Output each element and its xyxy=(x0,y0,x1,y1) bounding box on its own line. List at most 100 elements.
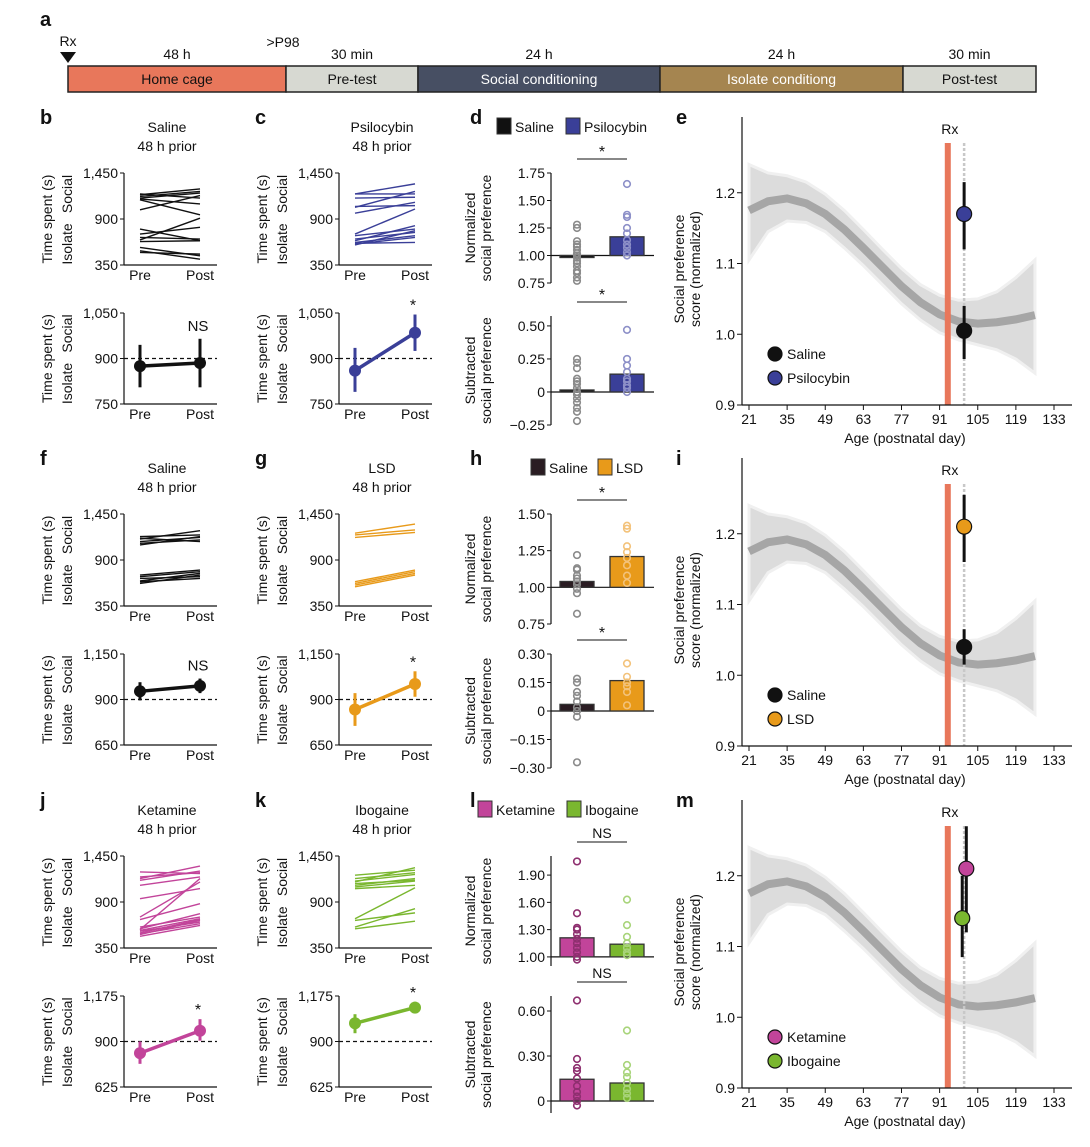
mean-line xyxy=(354,682,416,712)
y-tick-label: 900 xyxy=(95,692,119,708)
y-tick-label: 1,150 xyxy=(83,646,118,662)
mean-line xyxy=(139,1029,201,1055)
y-axis-label: score (normalized) xyxy=(687,894,703,1010)
x-tick-label: 49 xyxy=(817,411,833,427)
x-tick-label-post: Post xyxy=(186,747,214,763)
x-tick-label: 63 xyxy=(856,411,872,427)
data-point xyxy=(572,1066,582,1076)
series-point-0 xyxy=(956,322,973,339)
y-tick-label: 1,175 xyxy=(298,988,333,1004)
x-tick-label: 133 xyxy=(1042,752,1066,768)
subject-line-4 xyxy=(354,204,416,208)
data-point xyxy=(572,678,582,687)
trend-line xyxy=(747,877,1036,1011)
x-tick-label: 35 xyxy=(779,411,795,427)
subject-line-6 xyxy=(139,199,201,216)
y-tick-label: 1,050 xyxy=(298,305,333,321)
y-axis-label: Time spent (s) xyxy=(39,175,55,264)
data-point xyxy=(622,377,632,386)
y-axis-label: Social preference xyxy=(671,897,687,1006)
y-tick-label: 0.9 xyxy=(716,1080,736,1096)
panel-label-g: g xyxy=(255,448,267,470)
timeline-segment-label: Social conditioning xyxy=(481,71,598,87)
subject-line-1 xyxy=(354,872,416,880)
legend-swatch-0 xyxy=(477,800,493,818)
subject-line-6 xyxy=(354,574,416,588)
data-point xyxy=(622,682,632,691)
subject-line-2 xyxy=(354,531,416,539)
data-point xyxy=(622,243,632,252)
data-point xyxy=(572,276,582,285)
data-point xyxy=(622,920,632,930)
y-tick-label: 625 xyxy=(95,1079,119,1095)
y-axis-label: Time spent (s) xyxy=(254,997,270,1086)
subject-line-3 xyxy=(354,569,416,583)
subject-line-3 xyxy=(139,192,201,199)
y-axis-social-label: Social xyxy=(274,858,290,896)
y-tick-label: 1.0 xyxy=(716,1009,736,1025)
significance-annotation: * xyxy=(195,1002,201,1019)
subject-line-8 xyxy=(139,916,201,928)
data-point xyxy=(572,948,582,957)
subject-line-9 xyxy=(139,236,201,240)
y-tick-label: 1,450 xyxy=(298,165,333,181)
subject-line-6 xyxy=(139,569,201,576)
data-point xyxy=(572,939,582,948)
rx-label: Rx xyxy=(941,804,958,820)
x-axis-label: Age (postnatal day) xyxy=(844,1113,965,1129)
y-axis-isolate-label: Isolate xyxy=(274,223,290,264)
y-axis-label: social preference xyxy=(478,515,494,622)
data-point xyxy=(622,1060,632,1070)
y-axis-label: Normalized xyxy=(462,534,478,605)
x-tick-label-pre: Pre xyxy=(129,747,151,763)
significance-annotation: * xyxy=(599,485,605,502)
x-tick-label: 21 xyxy=(741,1094,757,1110)
rx-marker-line xyxy=(944,143,951,405)
y-axis-social-label: Social xyxy=(59,314,75,352)
panel-title: Saline xyxy=(148,119,187,135)
timeline-segment-label: Post-test xyxy=(942,71,997,87)
y-axis-label: social preference xyxy=(478,317,494,424)
y-axis-social-label: Social xyxy=(59,997,75,1035)
y-tick-label: −0.30 xyxy=(510,760,546,776)
subject-line-5 xyxy=(354,572,416,586)
y-tick-label: −0.15 xyxy=(510,732,546,748)
data-point xyxy=(622,932,632,942)
significance-annotation: * xyxy=(410,298,416,315)
subject-line-7 xyxy=(139,571,201,578)
mean-point xyxy=(349,1017,361,1030)
data-point xyxy=(622,542,632,551)
panel-title: Saline xyxy=(148,460,187,476)
x-tick-label: 105 xyxy=(966,752,990,768)
subject-line-5 xyxy=(354,201,416,214)
mean-point xyxy=(409,1001,421,1014)
data-point xyxy=(622,210,632,219)
y-tick-label: 900 xyxy=(95,351,119,367)
data-point xyxy=(622,895,632,904)
y-axis-label: Time spent (s) xyxy=(39,655,55,744)
x-tick-label-pre: Pre xyxy=(344,406,366,422)
y-tick-label: 625 xyxy=(310,1079,334,1095)
subject-line-11 xyxy=(139,240,201,243)
significance-annotation: * xyxy=(410,654,416,671)
y-axis-isolate-label: Isolate xyxy=(59,363,75,404)
x-tick-label: 49 xyxy=(817,752,833,768)
y-axis-isolate-label: Isolate xyxy=(59,1046,75,1087)
y-tick-label: 0.15 xyxy=(518,675,545,691)
panel-label-f: f xyxy=(40,448,47,470)
data-point xyxy=(622,248,632,257)
data-point xyxy=(622,678,632,687)
y-axis-social-label: Social xyxy=(274,175,290,213)
y-tick-label: 0 xyxy=(537,384,545,400)
subject-line-12 xyxy=(139,918,201,934)
subject-line-10 xyxy=(139,577,201,583)
data-point xyxy=(572,1101,582,1110)
age-label: >P98 xyxy=(266,34,299,50)
subject-line-3 xyxy=(139,870,201,881)
y-axis-label: social preference xyxy=(478,657,494,764)
y-axis-social-label: Social xyxy=(274,314,290,352)
y-tick-label: 1.2 xyxy=(716,526,736,542)
panel-label-i: i xyxy=(676,448,682,470)
data-point xyxy=(572,934,582,943)
data-point xyxy=(622,179,632,189)
